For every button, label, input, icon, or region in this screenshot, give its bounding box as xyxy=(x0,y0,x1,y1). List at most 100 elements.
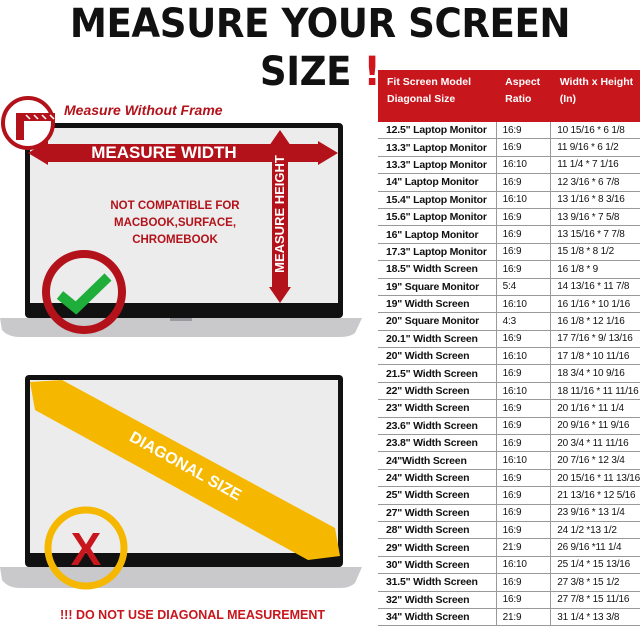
table-row: 23" Width Screen 16:9 20 1/16 * 11 1/4 xyxy=(378,399,640,418)
cell-model: 34" Width Screen xyxy=(378,608,497,627)
cell-dimensions: 16 1/8 * 9 xyxy=(550,260,640,279)
cell-aspect: 16:10 xyxy=(496,191,552,209)
cell-model: 19" Square Monitor xyxy=(378,278,497,296)
cell-model: 13.3" Laptop Monitor xyxy=(378,156,497,175)
cell-aspect: 16:9 xyxy=(496,591,552,609)
title-text: MEASURE YOUR SCREEN SIZE xyxy=(69,1,571,95)
cell-aspect: 16:10 xyxy=(496,556,552,575)
cell-model: 32" Width Screen xyxy=(378,591,497,609)
cell-aspect: 16:9 xyxy=(496,243,552,262)
screen-size-table: Fit Screen Model Diagonal Size Aspect Ra… xyxy=(378,70,640,627)
table-row: 19" Square Monitor 5:4 14 13/16 * 11 7/8 xyxy=(378,278,640,296)
cell-dimensions: 17 1/8 * 10 11/16 xyxy=(550,347,640,366)
cell-aspect: 16:9 xyxy=(496,417,552,436)
cell-dimensions: 23 9/16 * 13 1/4 xyxy=(550,504,640,522)
cell-aspect: 4:3 xyxy=(496,312,552,331)
measure-height-arrow xyxy=(269,130,291,303)
cell-aspect: 16:9 xyxy=(496,434,552,453)
table-row: 32" Width Screen 16:9 27 7/8 * 15 11/16 xyxy=(378,591,640,609)
cell-model: 23" Width Screen xyxy=(378,399,497,418)
table-row: 16" Laptop Monitor 16:9 13 15/16 * 7 7/8 xyxy=(378,225,640,244)
notice-line: MACBOOK,SURFACE, xyxy=(113,217,237,229)
cell-aspect: 16:9 xyxy=(496,469,552,488)
cell-model: 15.4" Laptop Monitor xyxy=(378,191,497,209)
cell-model: 20" Width Screen xyxy=(378,347,497,366)
table-row: 21.5" Width Screen 16:9 18 3/4 * 10 9/16 xyxy=(378,364,640,383)
cell-model: 24"Width Screen xyxy=(378,451,497,470)
cell-aspect: 16:9 xyxy=(496,364,552,383)
table-row: 20" Width Screen 16:10 17 1/8 * 10 11/16 xyxy=(378,347,640,366)
cell-model: 19" Width Screen xyxy=(378,295,497,314)
x-badge: X xyxy=(44,506,128,590)
cell-aspect: 16:9 xyxy=(496,208,552,227)
cell-aspect: 16:9 xyxy=(496,504,552,522)
table-row: 27" Width Screen 16:9 23 9/16 * 13 1/4 xyxy=(378,504,640,522)
header-dimensions: Width x Height (In) xyxy=(550,70,640,122)
cell-dimensions: 15 1/8 * 8 1/2 xyxy=(550,243,640,262)
cell-aspect: 16:10 xyxy=(496,382,552,401)
cell-aspect: 16:9 xyxy=(496,330,552,349)
cell-model: 16" Laptop Monitor xyxy=(378,225,497,244)
cell-model: 28" Width Screen xyxy=(378,521,497,540)
cell-dimensions: 14 13/16 * 11 7/8 xyxy=(550,278,640,296)
table-row: 14" Laptop Monitor 16:9 12 3/16 * 6 7/8 xyxy=(378,173,640,192)
cell-dimensions: 20 15/16 * 11 13/16 xyxy=(550,469,640,488)
cell-model: 20" Square Monitor xyxy=(378,312,497,331)
cell-aspect: 16:9 xyxy=(496,399,552,418)
measure-height-label: MEASURE HEIGHT xyxy=(272,155,287,273)
cell-model: 31.5" Width Screen xyxy=(378,573,497,592)
cell-dimensions: 16 1/8 * 12 1/16 xyxy=(550,312,640,331)
cell-aspect: 5:4 xyxy=(496,278,552,296)
cell-model: 12.5" Laptop Monitor xyxy=(378,122,497,140)
table-header: Fit Screen Model Diagonal Size Aspect Ra… xyxy=(378,70,640,122)
cell-model: 22" Width Screen xyxy=(378,382,497,401)
table-row: 13.3" Laptop Monitor 16:10 11 1/4 * 7 1/16 xyxy=(378,156,640,175)
cell-dimensions: 12 3/16 * 6 7/8 xyxy=(550,173,640,192)
table-row: 13.3" Laptop Monitor 16:9 11 9/16 * 6 1/2 xyxy=(378,138,640,157)
cell-aspect: 16:9 xyxy=(496,260,552,279)
cell-aspect: 16:10 xyxy=(496,451,552,470)
table-row: 22" Width Screen 16:10 18 11/16 * 11 11/16 xyxy=(378,382,640,401)
header-aspect: Aspect Ratio xyxy=(496,70,551,122)
cell-aspect: 16:10 xyxy=(496,156,552,175)
check-icon xyxy=(56,273,112,315)
cell-dimensions: 18 3/4 * 10 9/16 xyxy=(550,364,640,383)
cell-dimensions: 13 1/16 * 8 3/16 xyxy=(550,191,640,209)
measure-width-arrow xyxy=(28,141,338,165)
table-row: 15.4" Laptop Monitor 16:10 13 1/16 * 8 3/1… xyxy=(378,191,640,209)
cell-dimensions: 16 1/16 * 10 1/16 xyxy=(550,295,640,314)
diagonal-arrow xyxy=(30,380,340,560)
cell-dimensions: 13 9/16 * 7 5/8 xyxy=(550,208,640,227)
table-row: 34" Width Screen 21:9 31 1/4 * 13 3/8 xyxy=(378,608,640,627)
cell-model: 23.6" Width Screen xyxy=(378,417,497,436)
x-icon: X xyxy=(71,523,102,575)
table-row: 25" Width Screen 16:9 21 13/16 * 12 5/16 xyxy=(378,486,640,505)
table-row: 29" Width Screen 21:9 26 9/16 *11 1/4 xyxy=(378,538,640,557)
header-model: Fit Screen Model Diagonal Size xyxy=(378,70,497,122)
cell-dimensions: 31 1/4 * 13 3/8 xyxy=(550,608,640,627)
diagonal-warning: !!! DO NOT USE DIAGONAL MEASUREMENT xyxy=(60,608,326,622)
cell-dimensions: 20 9/16 * 11 9/16 xyxy=(550,417,640,436)
cell-model: 23.8" Width Screen xyxy=(378,434,497,453)
notice-line: CHROMEBOOK xyxy=(132,234,218,246)
laptop-illustrations: X xyxy=(0,96,362,590)
cell-dimensions: 11 9/16 * 6 1/2 xyxy=(550,138,640,157)
table-row: 20.1" Width Screen 16:9 17 7/16 * 9/ 13/16 xyxy=(378,330,640,349)
cell-dimensions: 20 1/16 * 11 1/4 xyxy=(550,399,640,418)
table-row: 19" Width Screen 16:10 16 1/16 * 10 1/16 xyxy=(378,295,640,314)
cell-model: 20.1" Width Screen xyxy=(378,330,497,349)
table-row: 20" Square Monitor 4:3 16 1/8 * 12 1/16 xyxy=(378,312,640,331)
cell-dimensions: 20 3/4 * 11 11/16 xyxy=(550,434,640,453)
table-row: 31.5" Width Screen 16:9 27 3/8 * 15 1/2 xyxy=(378,573,640,592)
measure-width-label: MEASURE WIDTH xyxy=(91,143,237,162)
cell-model: 29" Width Screen xyxy=(378,538,497,557)
cell-aspect: 16:9 xyxy=(496,173,552,192)
check-badge xyxy=(42,250,126,334)
cell-dimensions: 11 1/4 * 7 1/16 xyxy=(550,156,640,175)
cell-model: 17.3" Laptop Monitor xyxy=(378,243,497,262)
table-row: 18.5" Width Screen 16:9 16 1/8 * 9 xyxy=(378,260,640,279)
cell-model: 18.5" Width Screen xyxy=(378,260,497,279)
cell-dimensions: 27 7/8 * 15 11/16 xyxy=(550,591,640,609)
cell-dimensions: 26 9/16 *11 1/4 xyxy=(550,538,640,557)
table-row: 23.6" Width Screen 16:9 20 9/16 * 11 9/16 xyxy=(378,417,640,436)
